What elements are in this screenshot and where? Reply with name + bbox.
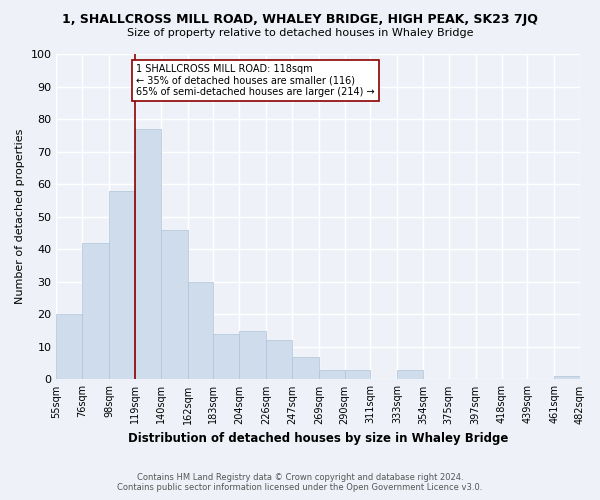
- Text: Size of property relative to detached houses in Whaley Bridge: Size of property relative to detached ho…: [127, 28, 473, 38]
- Bar: [135, 129, 161, 380]
- Text: Contains HM Land Registry data © Crown copyright and database right 2024.
Contai: Contains HM Land Registry data © Crown c…: [118, 473, 482, 492]
- Bar: [214, 334, 239, 380]
- Bar: [82, 242, 109, 380]
- X-axis label: Distribution of detached houses by size in Whaley Bridge: Distribution of detached houses by size …: [128, 432, 508, 445]
- Bar: [56, 314, 82, 380]
- Bar: [344, 370, 370, 380]
- Bar: [319, 370, 344, 380]
- Bar: [239, 330, 266, 380]
- Y-axis label: Number of detached properties: Number of detached properties: [15, 129, 25, 304]
- Bar: [292, 356, 319, 380]
- Bar: [109, 190, 135, 380]
- Bar: [554, 376, 580, 380]
- Bar: [188, 282, 214, 380]
- Bar: [266, 340, 292, 380]
- Bar: [397, 370, 423, 380]
- Text: 1 SHALLCROSS MILL ROAD: 118sqm
← 35% of detached houses are smaller (116)
65% of: 1 SHALLCROSS MILL ROAD: 118sqm ← 35% of …: [136, 64, 375, 97]
- Bar: [161, 230, 188, 380]
- Text: 1, SHALLCROSS MILL ROAD, WHALEY BRIDGE, HIGH PEAK, SK23 7JQ: 1, SHALLCROSS MILL ROAD, WHALEY BRIDGE, …: [62, 12, 538, 26]
